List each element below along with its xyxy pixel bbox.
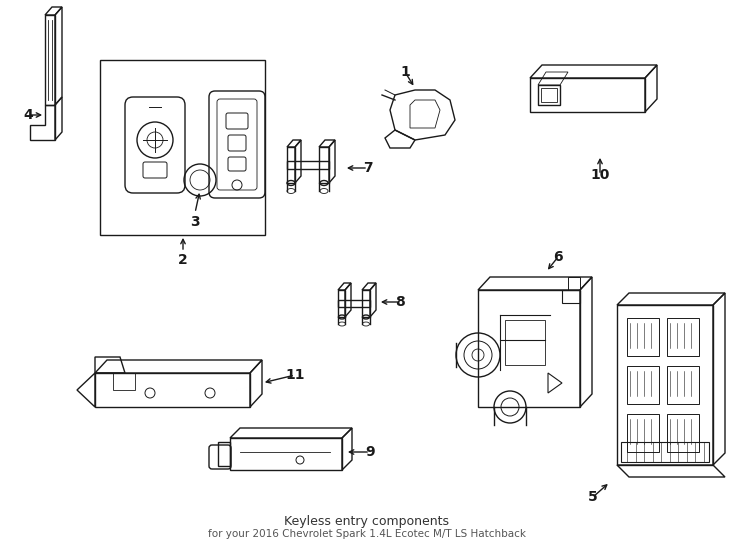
Bar bbox=[621, 442, 709, 462]
Bar bbox=[667, 414, 699, 452]
Text: Keyless entry components: Keyless entry components bbox=[285, 516, 449, 529]
Bar bbox=[538, 85, 560, 105]
Text: 3: 3 bbox=[190, 215, 200, 229]
Text: 8: 8 bbox=[395, 295, 405, 309]
Text: 7: 7 bbox=[363, 161, 373, 175]
Bar bbox=[100, 60, 265, 235]
Text: for your 2016 Chevrolet Spark 1.4L Ecotec M/T LS Hatchback: for your 2016 Chevrolet Spark 1.4L Ecote… bbox=[208, 529, 526, 539]
Bar bbox=[627, 414, 659, 452]
Bar bbox=[667, 366, 699, 404]
Text: 11: 11 bbox=[286, 368, 305, 382]
Bar bbox=[667, 318, 699, 356]
Text: 2: 2 bbox=[178, 253, 188, 267]
Text: 9: 9 bbox=[366, 445, 375, 459]
Bar bbox=[541, 88, 557, 102]
Bar bbox=[505, 320, 545, 365]
Text: 5: 5 bbox=[588, 490, 598, 504]
Text: 4: 4 bbox=[23, 108, 33, 122]
Text: 6: 6 bbox=[553, 250, 563, 264]
Bar bbox=[627, 318, 659, 356]
Bar bbox=[627, 366, 659, 404]
Text: 1: 1 bbox=[400, 65, 410, 79]
Text: 10: 10 bbox=[590, 168, 610, 182]
